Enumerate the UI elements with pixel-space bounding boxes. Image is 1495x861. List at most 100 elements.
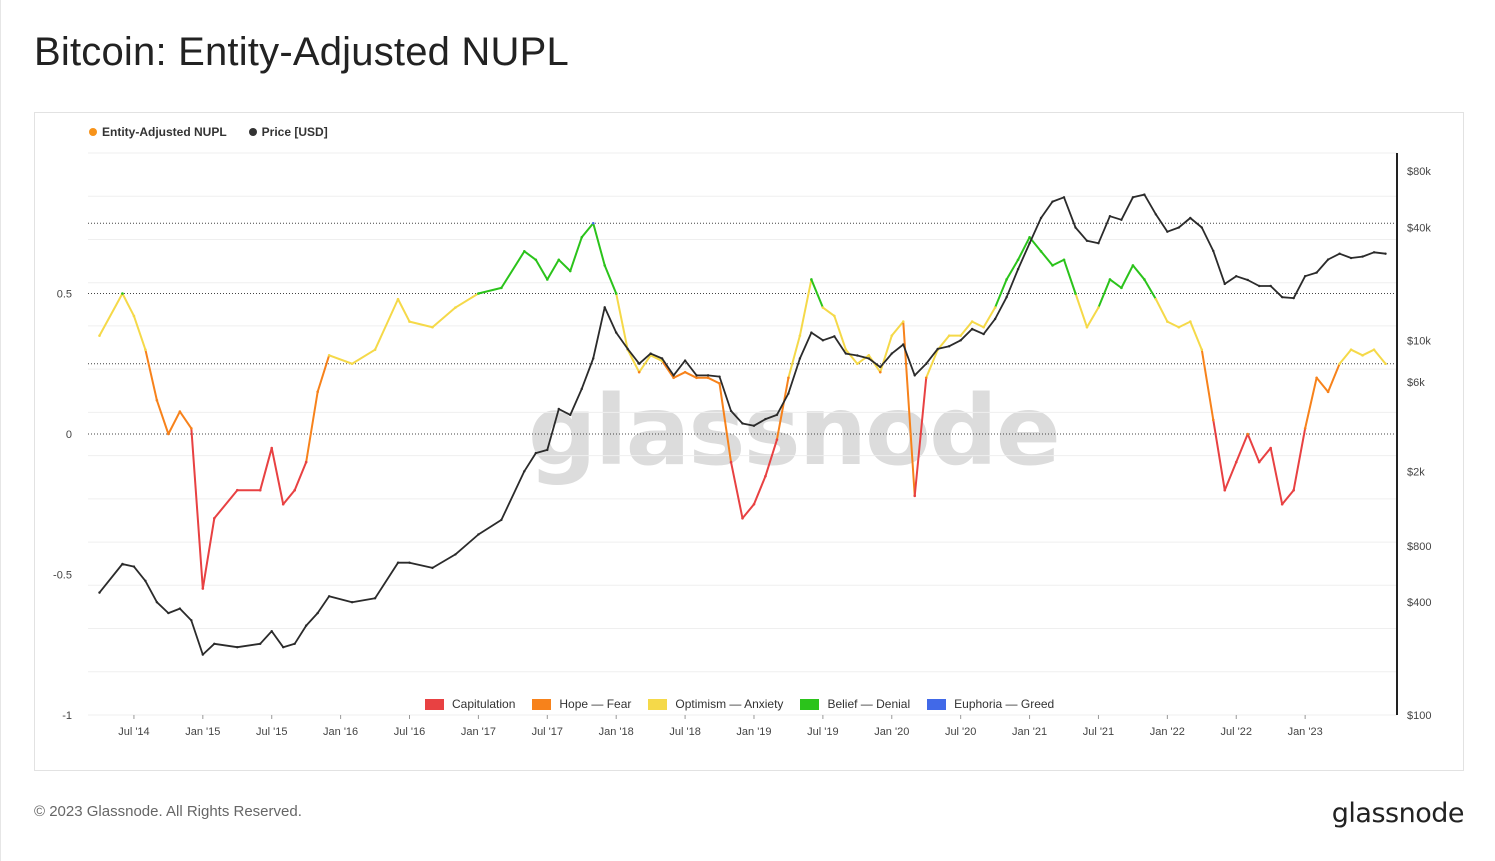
price-point [1326,258,1330,261]
nupl-point [1315,376,1318,380]
nupl-point [591,221,595,225]
price-point [592,357,595,360]
x-tick-label: Jan '16 [323,726,358,738]
legend-item-optimism-anxiety[interactable]: Optimism — Anxiety [648,697,783,711]
legend-item-hope-fear[interactable]: Hope — Fear [532,697,631,711]
y-right-tick-label: $6k [1407,377,1425,389]
price-point [167,611,170,615]
nupl-point [350,362,354,366]
price-point [936,347,939,351]
nupl-point [304,460,308,464]
y-left-tick-label: -0.5 [53,570,72,582]
nupl-segment [1269,447,1284,506]
price-point [1303,274,1307,278]
price-point [660,357,664,360]
price-point [1292,296,1295,300]
price-point [1372,251,1376,254]
nupl-point [1143,278,1146,281]
legend-label-euphoria-greed: Euphoria — Greed [954,697,1055,711]
nupl-point [924,376,928,380]
nupl-point [982,325,985,329]
nupl-segment [201,517,216,590]
price-point [867,357,871,360]
nupl-point [833,314,836,318]
chart-svg: 0.5 0 -0.5 -1 $80k $40k $10k $6k $2k $800 $400 $100… [53,152,1431,738]
price-point [1177,226,1181,229]
nupl-segment [1040,250,1054,267]
chart-container: Entity-Adjusted NUPL Price [USD] glassno… [34,112,1464,771]
price-point [947,345,951,348]
legend-dot-price [248,128,257,136]
legend-item-euphoria-greed[interactable]: Euphoria — Greed [927,697,1054,711]
price-point [626,347,629,351]
nupl-segment [1143,278,1157,301]
price-point [729,409,733,413]
price-point [201,653,205,656]
nupl-point [810,278,813,281]
nupl-point [431,325,434,329]
x-tick-label: Jul '18 [669,726,700,738]
nupl-point [614,292,618,295]
price-point [534,451,538,455]
nupl-segment [190,427,204,590]
x-tick-label: Jul '20 [945,726,976,738]
legend-item-nupl[interactable]: Entity-Adjusted NUPL [89,125,227,139]
nupl-segment [1097,278,1111,309]
swatch-euphoria-greed [927,698,947,710]
price-point [913,374,916,377]
price-point [1189,216,1192,220]
nupl-segment [844,348,859,365]
price-point [1280,295,1284,299]
glassnode-logo[interactable]: glassnode [1331,798,1465,829]
legend-item-belief-denial[interactable]: Belief — Denial [800,697,910,711]
nupl-point [764,474,767,478]
nupl-segment [1361,348,1376,357]
nupl-segment [730,461,744,520]
nupl-point [190,427,193,430]
legend-label-price: Price [USD] [261,125,328,139]
nupl-point [316,390,319,394]
nupl-point [959,334,962,337]
nupl-point [775,438,779,441]
nupl-point [1108,278,1112,281]
nupl-segment [775,376,790,441]
price-point [1074,226,1077,229]
price-point [178,607,182,610]
nupl-point [373,348,377,351]
nupl-point [672,376,675,380]
nupl-segment [1085,306,1100,329]
price-point [144,579,147,583]
nupl-point [293,488,296,492]
price-point [672,374,675,377]
legend-label-hope-fear: Hope — Fear [559,697,632,711]
nupl-segment [1315,376,1330,393]
nupl-point [1062,258,1066,262]
legend-label-belief-denial: Belief — Denial [827,697,911,711]
nupl-segment [913,376,928,497]
nupl-segment [649,354,664,362]
nupl-segment [1200,348,1215,421]
nupl-point [1384,362,1387,366]
nupl-point [258,488,262,492]
nupl-point [201,587,205,590]
legend-item-capitulation[interactable]: Capitulation [425,697,515,711]
footer-copyright: © 2023 Glassnode. All Rights Reserved. [34,803,302,820]
legend-item-price[interactable]: Price [USD] [248,125,328,139]
nupl-point [1349,348,1353,351]
nupl-segment [1154,298,1169,323]
nupl-point [155,398,159,402]
price-point [316,611,319,615]
price-point [833,335,836,338]
nupl-segment [1051,258,1066,267]
nupl-point [1223,488,1227,492]
y-right-tick-label: $800 [1407,541,1431,553]
nupl-segment [293,461,308,492]
price-point [1349,256,1353,260]
nupl-segment [374,298,400,351]
nupl-segment [213,489,239,520]
nupl-segment [282,489,296,506]
price-point [1338,252,1341,255]
price-point [557,407,560,411]
nupl-segment [580,222,595,239]
price-point [1269,284,1272,288]
